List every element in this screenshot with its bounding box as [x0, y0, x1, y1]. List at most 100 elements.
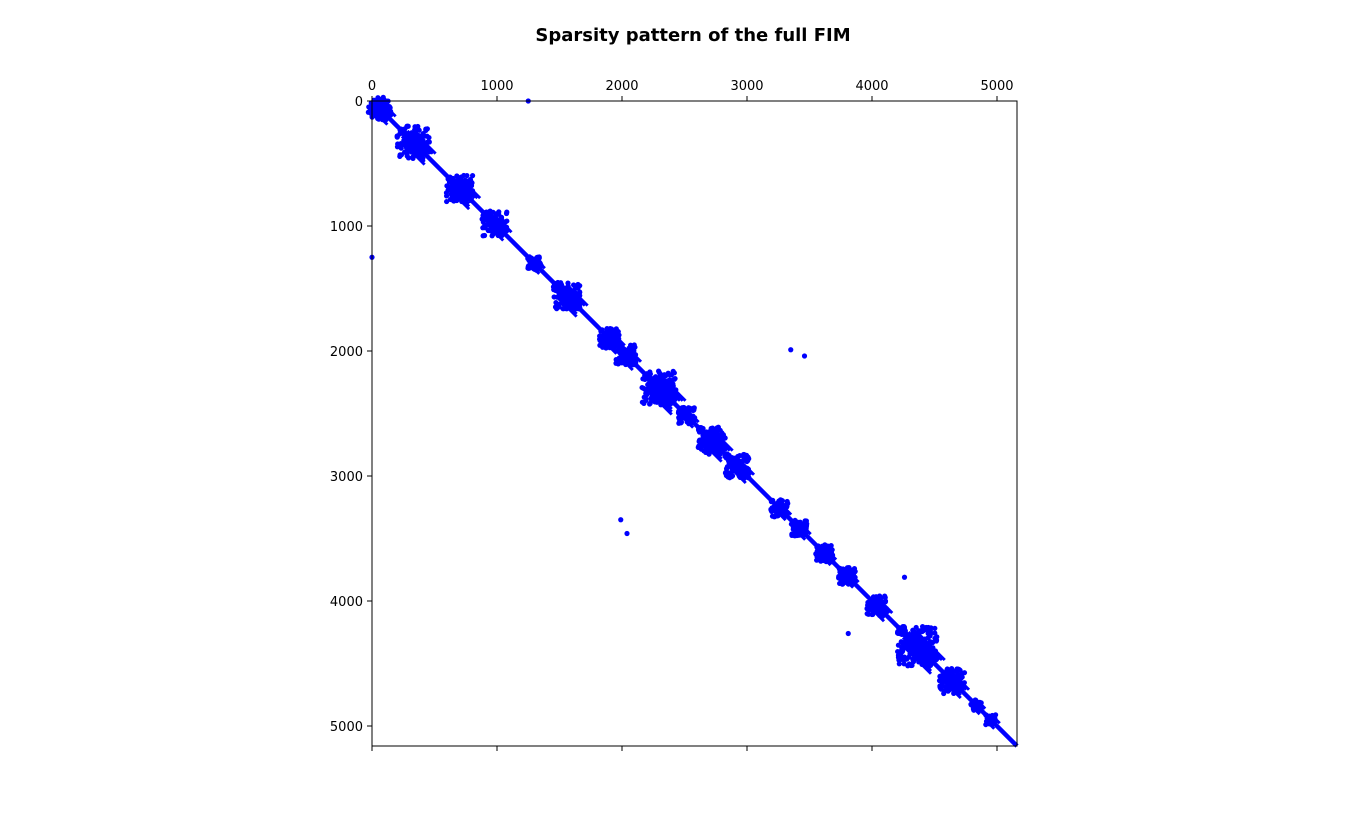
data-point	[714, 425, 720, 431]
data-point	[645, 382, 651, 388]
data-point	[690, 407, 696, 413]
y-tick-label: 1000	[330, 220, 363, 235]
data-point	[490, 209, 496, 215]
data-point	[409, 130, 415, 136]
data-point	[421, 140, 427, 146]
data-point	[930, 639, 936, 646]
data-point	[649, 397, 655, 404]
block-cross	[489, 218, 500, 229]
x-tick-label: 0	[368, 79, 376, 94]
data-point	[901, 574, 908, 580]
data-point	[708, 445, 714, 451]
data-point	[941, 688, 947, 694]
data-point	[788, 347, 794, 353]
data-point	[647, 369, 653, 375]
block-cross	[406, 135, 420, 149]
data-point	[657, 372, 663, 378]
data-point	[933, 653, 939, 659]
data-point	[768, 499, 774, 505]
data-point	[933, 637, 940, 643]
block-streak	[904, 630, 935, 662]
data-point	[480, 225, 486, 231]
data-point	[667, 372, 673, 378]
data-point	[397, 152, 403, 158]
data-point	[932, 625, 938, 631]
block-cross	[946, 675, 958, 687]
data-point	[741, 469, 747, 475]
data-point	[803, 518, 810, 524]
data-marks	[365, 94, 1019, 748]
data-point	[876, 612, 883, 618]
data-point	[959, 670, 965, 676]
data-point	[873, 594, 879, 600]
data-point	[899, 656, 905, 662]
data-point	[496, 209, 502, 215]
data-point	[502, 219, 508, 225]
block-cross	[604, 333, 615, 344]
data-point	[741, 475, 748, 481]
data-point	[467, 186, 473, 192]
data-point	[784, 503, 790, 509]
data-point	[713, 430, 719, 437]
data-point	[670, 368, 676, 374]
plot-frame	[371, 100, 1018, 747]
data-point	[898, 648, 904, 654]
data-point	[971, 706, 977, 712]
data-point	[454, 173, 460, 179]
x-tick-label: 5000	[980, 79, 1013, 94]
data-point	[375, 99, 381, 105]
data-point	[445, 176, 451, 182]
data-point	[526, 254, 533, 260]
data-point	[828, 556, 834, 562]
block-streak	[901, 644, 933, 675]
data-point	[852, 569, 858, 575]
data-point	[721, 445, 728, 452]
block-cross	[820, 549, 829, 558]
data-point	[653, 374, 659, 380]
data-point	[398, 127, 404, 133]
data-point	[654, 380, 660, 387]
data-point	[943, 672, 949, 678]
data-point	[632, 344, 638, 350]
data-point	[469, 173, 476, 179]
data-point	[945, 684, 952, 691]
block-cross	[731, 460, 743, 472]
x-tick-label: 1000	[480, 79, 513, 94]
data-point	[774, 513, 780, 519]
data-point	[599, 327, 605, 333]
data-point	[643, 390, 649, 397]
data-point	[789, 532, 795, 539]
data-point	[662, 378, 668, 384]
data-point	[668, 400, 675, 406]
data-point	[840, 581, 846, 587]
data-point	[919, 627, 925, 633]
data-point	[676, 410, 682, 416]
block-cross	[531, 260, 538, 267]
data-point	[696, 443, 702, 449]
data-point	[405, 123, 411, 129]
data-point	[405, 155, 412, 161]
block-cross	[972, 701, 979, 708]
data-point	[571, 282, 577, 288]
data-point	[948, 672, 955, 678]
data-point	[985, 714, 991, 720]
data-point	[568, 300, 575, 306]
data-point	[426, 134, 432, 141]
data-point	[776, 498, 782, 504]
data-point	[465, 194, 471, 201]
data-point	[411, 150, 417, 156]
x-tick-label: 4000	[855, 79, 888, 94]
data-point	[939, 676, 945, 683]
data-point	[480, 219, 486, 225]
data-point	[901, 661, 907, 667]
data-point	[555, 279, 561, 286]
data-point	[609, 342, 615, 348]
data-point	[417, 154, 423, 161]
y-tick-label: 4000	[330, 595, 363, 610]
x-axis: 0 1000 2000 3000 4000 5000	[368, 79, 1014, 751]
data-point	[575, 285, 581, 291]
data-point	[559, 300, 565, 306]
data-point	[535, 257, 541, 263]
y-tick-label: 0	[355, 95, 363, 110]
